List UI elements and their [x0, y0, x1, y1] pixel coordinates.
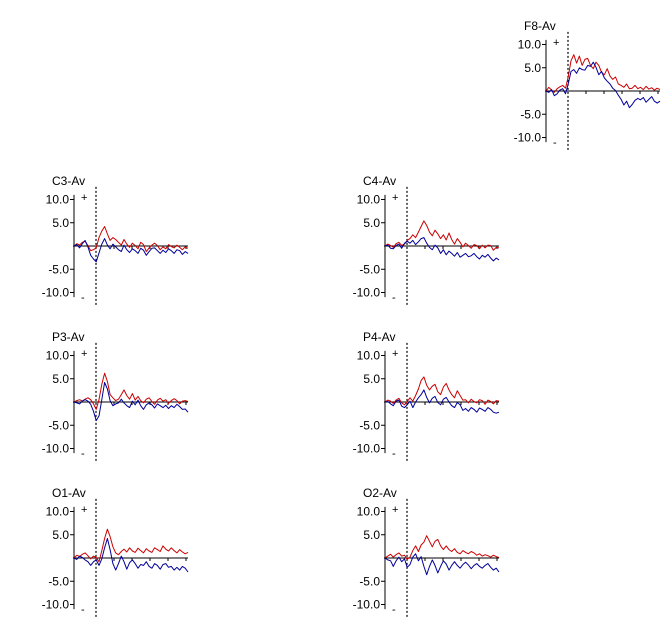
- polarity-plus-label: +: [81, 504, 87, 516]
- y-tick-label: 5.0: [52, 216, 69, 230]
- waveform-series-1: [384, 535, 500, 560]
- y-tick-label: 10.0: [46, 193, 70, 207]
- y-tick-label: -10.0: [353, 598, 381, 612]
- waveform-series-1: [384, 376, 500, 406]
- waveform-series-2: [384, 553, 500, 576]
- erp-panel-c3-av: C3-Av 10.0 5.0 -5.0 -10.0 + -: [42, 174, 189, 306]
- polarity-plus-label: +: [553, 37, 559, 49]
- polarity-plus-label: +: [81, 348, 87, 360]
- erp-panel-p4-av: P4-Av 10.0 5.0 -5.0 -10.0 + -: [353, 330, 500, 462]
- polarity-minus-label: -: [392, 448, 396, 460]
- y-tick-label: 10.0: [46, 505, 70, 519]
- panel-title: P4-Av: [363, 330, 395, 344]
- panel-title: P3-Av: [52, 330, 84, 344]
- y-tick-label: 10.0: [518, 38, 542, 52]
- polarity-minus-label: -: [553, 137, 557, 149]
- waveform-series-2: [384, 237, 500, 262]
- y-tick-label: -10.0: [353, 286, 381, 300]
- waveform-series-1: [73, 226, 189, 253]
- panel-title: C3-Av: [52, 174, 85, 188]
- waveform-series-2: [73, 382, 189, 422]
- panel-title: C4-Av: [363, 174, 396, 188]
- y-tick-label: -5.0: [359, 574, 380, 588]
- polarity-minus-label: -: [392, 604, 396, 616]
- polarity-plus-label: +: [392, 192, 398, 204]
- panel-title: F8-Av: [524, 19, 556, 33]
- y-tick-label: -10.0: [42, 598, 70, 612]
- y-tick-label: 5.0: [363, 528, 380, 542]
- waveform-series-2: [384, 389, 500, 414]
- y-tick-label: -5.0: [520, 107, 541, 121]
- waveform-series-1: [73, 528, 189, 563]
- y-tick-label: -10.0: [514, 131, 542, 145]
- y-tick-label: 5.0: [52, 372, 69, 386]
- polarity-plus-label: +: [392, 504, 398, 516]
- y-tick-label: -5.0: [359, 418, 380, 432]
- y-tick-label: -5.0: [48, 574, 69, 588]
- waveform-series-2: [73, 238, 189, 263]
- erp-panel-o2-av: O2-Av 10.0 5.0 -5.0 -10.0 + -: [353, 486, 500, 618]
- y-tick-label: 10.0: [357, 193, 381, 207]
- y-tick-label: 10.0: [46, 349, 70, 363]
- y-tick-label: -10.0: [42, 442, 70, 456]
- waveform-series-2: [545, 61, 661, 109]
- erp-panel-p3-av: P3-Av 10.0 5.0 -5.0 -10.0 + -: [42, 330, 189, 462]
- erp-panel-o1-av: O1-Av 10.0 5.0 -5.0 -10.0 + -: [42, 486, 189, 618]
- polarity-plus-label: +: [81, 192, 87, 204]
- erp-panel-c4-av: C4-Av 10.0 5.0 -5.0 -10.0 + -: [353, 174, 500, 306]
- y-tick-label: -5.0: [48, 418, 69, 432]
- y-tick-label: 5.0: [363, 216, 380, 230]
- panel-title: O2-Av: [363, 486, 397, 500]
- y-tick-label: 10.0: [357, 349, 381, 363]
- y-tick-label: 5.0: [52, 528, 69, 542]
- erp-panel-f8-av: F8-Av 10.0 5.0 -5.0 -10.0 + -: [514, 19, 661, 151]
- y-tick-label: -5.0: [359, 262, 380, 276]
- polarity-minus-label: -: [81, 448, 85, 460]
- polarity-minus-label: -: [392, 292, 396, 304]
- y-tick-label: -5.0: [48, 262, 69, 276]
- polarity-plus-label: +: [392, 348, 398, 360]
- waveform-series-2: [73, 538, 189, 573]
- y-tick-label: 5.0: [363, 372, 380, 386]
- polarity-minus-label: -: [81, 604, 85, 616]
- waveform-series-1: [73, 372, 189, 410]
- panel-title: O1-Av: [52, 486, 86, 500]
- polarity-minus-label: -: [81, 292, 85, 304]
- y-tick-label: 10.0: [357, 505, 381, 519]
- y-tick-label: -10.0: [42, 286, 70, 300]
- y-tick-label: -10.0: [353, 442, 381, 456]
- y-tick-label: 5.0: [524, 61, 541, 75]
